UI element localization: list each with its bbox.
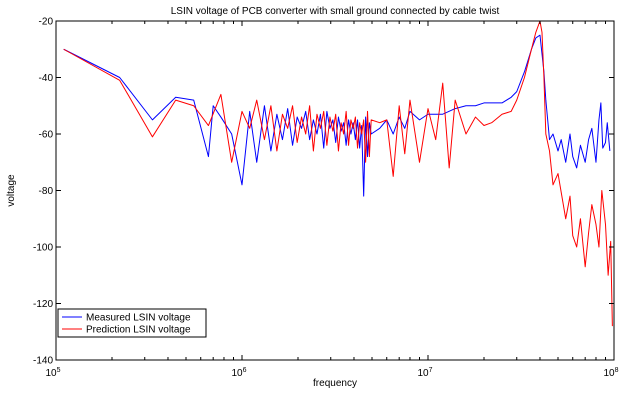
x-axis-label: frequency [313,378,357,389]
x-tick-label: 107 [417,367,432,379]
legend-box [57,308,207,338]
x-tick-label: 106 [231,367,246,379]
x-tick-label: 108 [603,367,618,379]
legend-label-prediction: Prediction LSIN voltage [86,325,191,336]
y-tick-label: -140 [33,356,53,367]
legend: Measured LSIN voltage Prediction LSIN vo… [57,308,207,338]
y-tick-label: -60 [39,130,54,141]
y-tick-label: -100 [33,243,53,254]
ticks-layer: -140 -120 -100 -80 -60 -40 -20 105 106 107 108 [33,17,619,380]
series-layer [63,21,613,327]
x-tick-label: 105 [45,367,60,379]
y-tick-label: -80 [39,186,54,197]
y-tick-label: -120 [33,299,53,310]
series-line-measured [63,34,611,197]
y-tick-label: -20 [39,17,54,28]
y-axis-label: voltage [6,174,17,207]
legend-label-measured: Measured LSIN voltage [86,313,191,324]
chart-title: LSIN voltage of PCB converter with small… [171,6,500,17]
series-line-prediction [63,21,613,327]
y-tick-label: -40 [39,73,54,84]
